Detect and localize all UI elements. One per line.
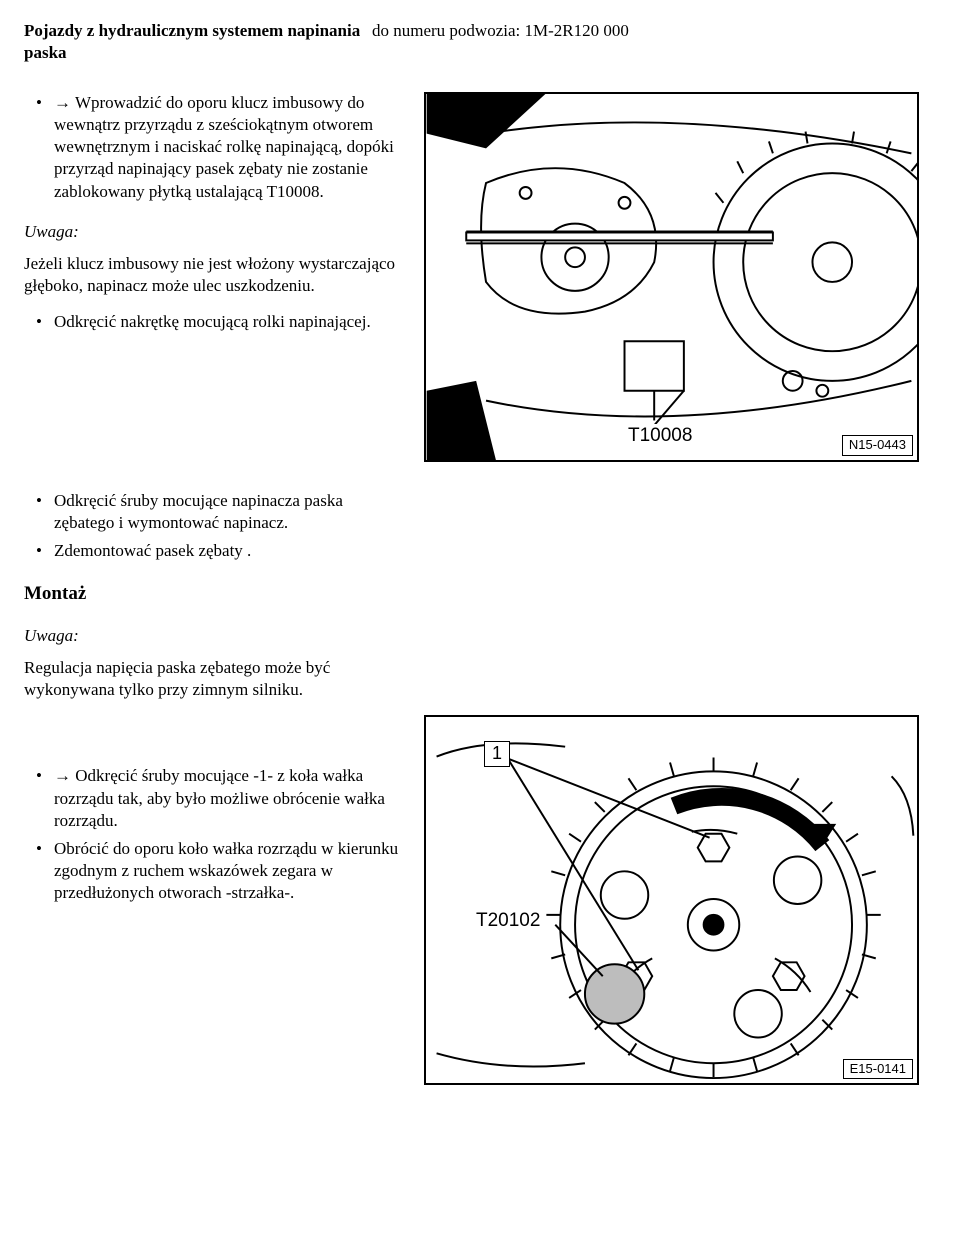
list-item: Odkręcić śruby mocujące napinacza paska … <box>54 490 404 534</box>
figure-2-label: T20102 <box>474 909 542 934</box>
figure-1: T10008 N15-0443 <box>424 92 919 462</box>
header-row: Pojazdy z hydraulicznym systemem napinan… <box>24 20 936 64</box>
figure-2-code: E15-0141 <box>843 1059 913 1080</box>
uwaga-label-2: Uwaga: <box>24 625 936 647</box>
figure-2: 1 T20102 E15-0141 <box>424 715 919 1085</box>
section1-row: → Wprowadzić do oporu klucz imbusowy do … <box>24 92 936 462</box>
section1-figure-wrap: T10008 N15-0443 <box>424 92 936 462</box>
section3-figure-wrap: 1 T20102 E15-0141 <box>424 715 936 1085</box>
header-right: do numeru podwozia: 1M-2R120 000 <box>372 20 629 42</box>
section1-bullets2: Odkręcić nakrętkę mocującą rolki napinaj… <box>24 311 404 333</box>
figure-2-callout-1: 1 <box>484 741 510 767</box>
section2: Odkręcić śruby mocujące napinacza paska … <box>24 490 404 562</box>
list-item: → Odkręcić śruby mocujące -1- z koła wał… <box>54 765 404 831</box>
section1-bullets1: → Wprowadzić do oporu klucz imbusowy do … <box>24 92 404 202</box>
section3-note: Regulacja napięcia paska zębatego może b… <box>24 657 404 701</box>
header-left: Pojazdy z hydraulicznym systemem napinan… <box>24 20 364 64</box>
section3-text: → Odkręcić śruby mocujące -1- z koła wał… <box>24 715 404 918</box>
figure-1-code: N15-0443 <box>842 435 913 456</box>
figure-2-svg <box>426 717 917 1083</box>
section1-text: → Wprowadzić do oporu klucz imbusowy do … <box>24 92 404 347</box>
list-item: Obrócić do oporu koło wałka rozrządu w k… <box>54 838 404 904</box>
montaz-heading: Montaż <box>24 582 936 607</box>
figure-1-svg <box>426 94 917 460</box>
section3-bullets: → Odkręcić śruby mocujące -1- z koła wał… <box>24 765 404 904</box>
list-item: Zdemontować pasek zębaty . <box>54 540 404 562</box>
list-item: → Wprowadzić do oporu klucz imbusowy do … <box>54 92 404 202</box>
list-item: Odkręcić nakrętkę mocującą rolki napinaj… <box>54 311 404 333</box>
section2-bullets: Odkręcić śruby mocujące napinacza paska … <box>24 490 404 562</box>
figure-1-label: T10008 <box>626 424 694 449</box>
section1-note: Jeżeli klucz imbusowy nie jest włożony w… <box>24 253 404 297</box>
uwaga-label: Uwaga: <box>24 221 404 243</box>
section3-row: → Odkręcić śruby mocujące -1- z koła wał… <box>24 715 936 1085</box>
